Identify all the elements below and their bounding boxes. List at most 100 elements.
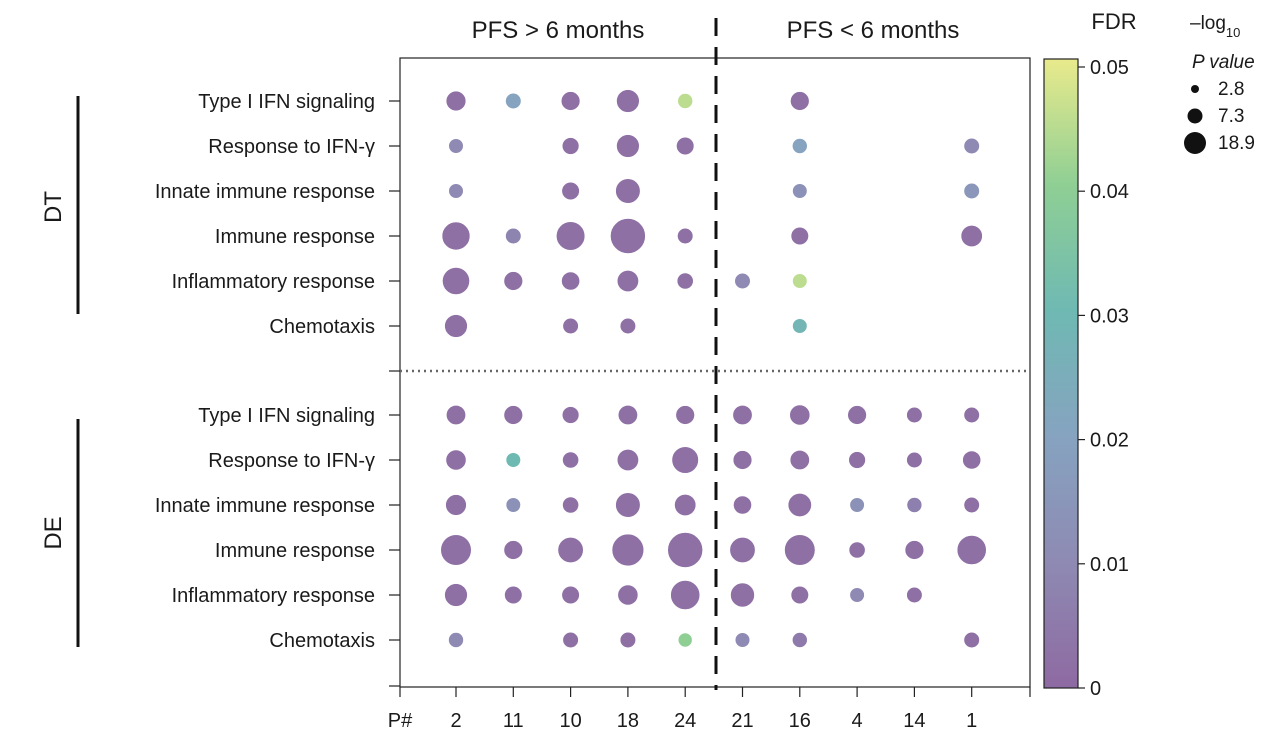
bubble (445, 90, 467, 112)
x-tick-label: 2 (450, 710, 461, 732)
bubble (616, 89, 640, 113)
row-label: Innate immune response (155, 181, 375, 203)
row-label: Chemotaxis (269, 316, 375, 338)
bubble (963, 631, 980, 649)
bubble (729, 536, 756, 563)
bubble (445, 404, 466, 425)
size-legend-marker (1184, 132, 1206, 154)
bubble (676, 272, 694, 290)
colorbar-tick-label: 0.01 (1090, 554, 1129, 576)
x-tick-layer: 2 11 10 18 24 21 16 4 14 1 (399, 687, 1031, 732)
bubble (440, 534, 472, 566)
bubble (441, 221, 471, 251)
colorbar-tick-label: 0.05 (1090, 57, 1129, 79)
bubble (562, 451, 580, 469)
bubble (557, 536, 584, 563)
bubble (445, 449, 467, 471)
bubble (789, 449, 810, 470)
x-tick-label: 11 (503, 710, 524, 732)
size-legend-title-log: –log (1190, 13, 1226, 34)
size-legend-label: 2.8 (1218, 79, 1244, 100)
bubble (791, 632, 808, 648)
bubble (849, 587, 865, 603)
bubble (792, 273, 808, 289)
row-label: Chemotaxis (269, 630, 375, 652)
x-tick-label: 14 (903, 710, 925, 732)
bubble (667, 532, 704, 568)
bubble (503, 271, 523, 291)
colorbar-tick-label: 0.03 (1090, 305, 1129, 327)
x-tick-label: 10 (559, 710, 581, 732)
bubble (505, 497, 521, 513)
bubble (848, 541, 866, 559)
bubble (671, 446, 699, 474)
bubble (962, 450, 982, 470)
bubble (562, 496, 580, 514)
bubble (445, 494, 467, 516)
bubble (610, 218, 646, 254)
bubble (963, 406, 980, 424)
bubble (906, 586, 923, 604)
bubble (790, 226, 809, 246)
row-label: Type I IFN signaling (198, 405, 375, 427)
bubble (555, 221, 586, 251)
bubble (792, 183, 808, 199)
bubble (505, 227, 522, 245)
bubble (787, 492, 812, 517)
size-legend-title-sub: 10 (1226, 25, 1240, 40)
bubble (448, 632, 464, 648)
bubble (732, 404, 753, 425)
x-tick-label: 24 (674, 710, 696, 732)
bubble (847, 405, 867, 425)
bubble (448, 138, 464, 154)
x-tick-label: 21 (731, 710, 753, 732)
group-label-de: DE (40, 516, 67, 549)
bubble (848, 451, 866, 469)
row-label: Immune response (215, 540, 375, 562)
bubble (503, 540, 523, 560)
size-legend: 2.8 7.3 18.9 (1184, 79, 1255, 154)
colorbar-tick-label: 0.04 (1090, 181, 1129, 203)
bubble (849, 497, 865, 513)
bubble (561, 406, 580, 424)
bubble (963, 137, 980, 155)
bubble (675, 405, 695, 425)
bubble (732, 450, 753, 470)
bubble (906, 406, 923, 424)
bubble (906, 451, 923, 469)
bubble (442, 267, 470, 295)
bubble (734, 632, 751, 648)
size-legend-label: 18.9 (1218, 133, 1255, 154)
bubble (562, 317, 579, 335)
bubble (676, 136, 695, 156)
size-legend-title: –log10 (1190, 13, 1240, 40)
bubble (956, 535, 987, 565)
bubble (670, 580, 701, 610)
bubble (790, 91, 810, 111)
bubble (444, 314, 468, 338)
bubble (792, 318, 808, 334)
bubble (784, 534, 816, 566)
bubble (963, 182, 980, 200)
group-label-dt: DT (40, 191, 67, 223)
bubble (730, 582, 755, 608)
colorbar-tick-label: 0.02 (1090, 430, 1129, 452)
bubble (560, 91, 581, 111)
bubble (561, 585, 580, 605)
x-tick-label: 18 (617, 710, 639, 732)
size-legend-title-pvalue: P value (1192, 52, 1255, 73)
bubble (960, 225, 983, 248)
bubble (615, 178, 641, 204)
bubble (504, 585, 523, 605)
bubble (733, 495, 752, 515)
bubble (963, 496, 980, 514)
bubble (789, 404, 811, 426)
bubble (611, 533, 645, 567)
bubble (674, 493, 697, 516)
size-legend-marker (1191, 85, 1199, 93)
bubble (677, 227, 694, 245)
bubble (616, 448, 639, 471)
x-axis-label: P# (388, 710, 413, 732)
bubble (616, 134, 640, 158)
